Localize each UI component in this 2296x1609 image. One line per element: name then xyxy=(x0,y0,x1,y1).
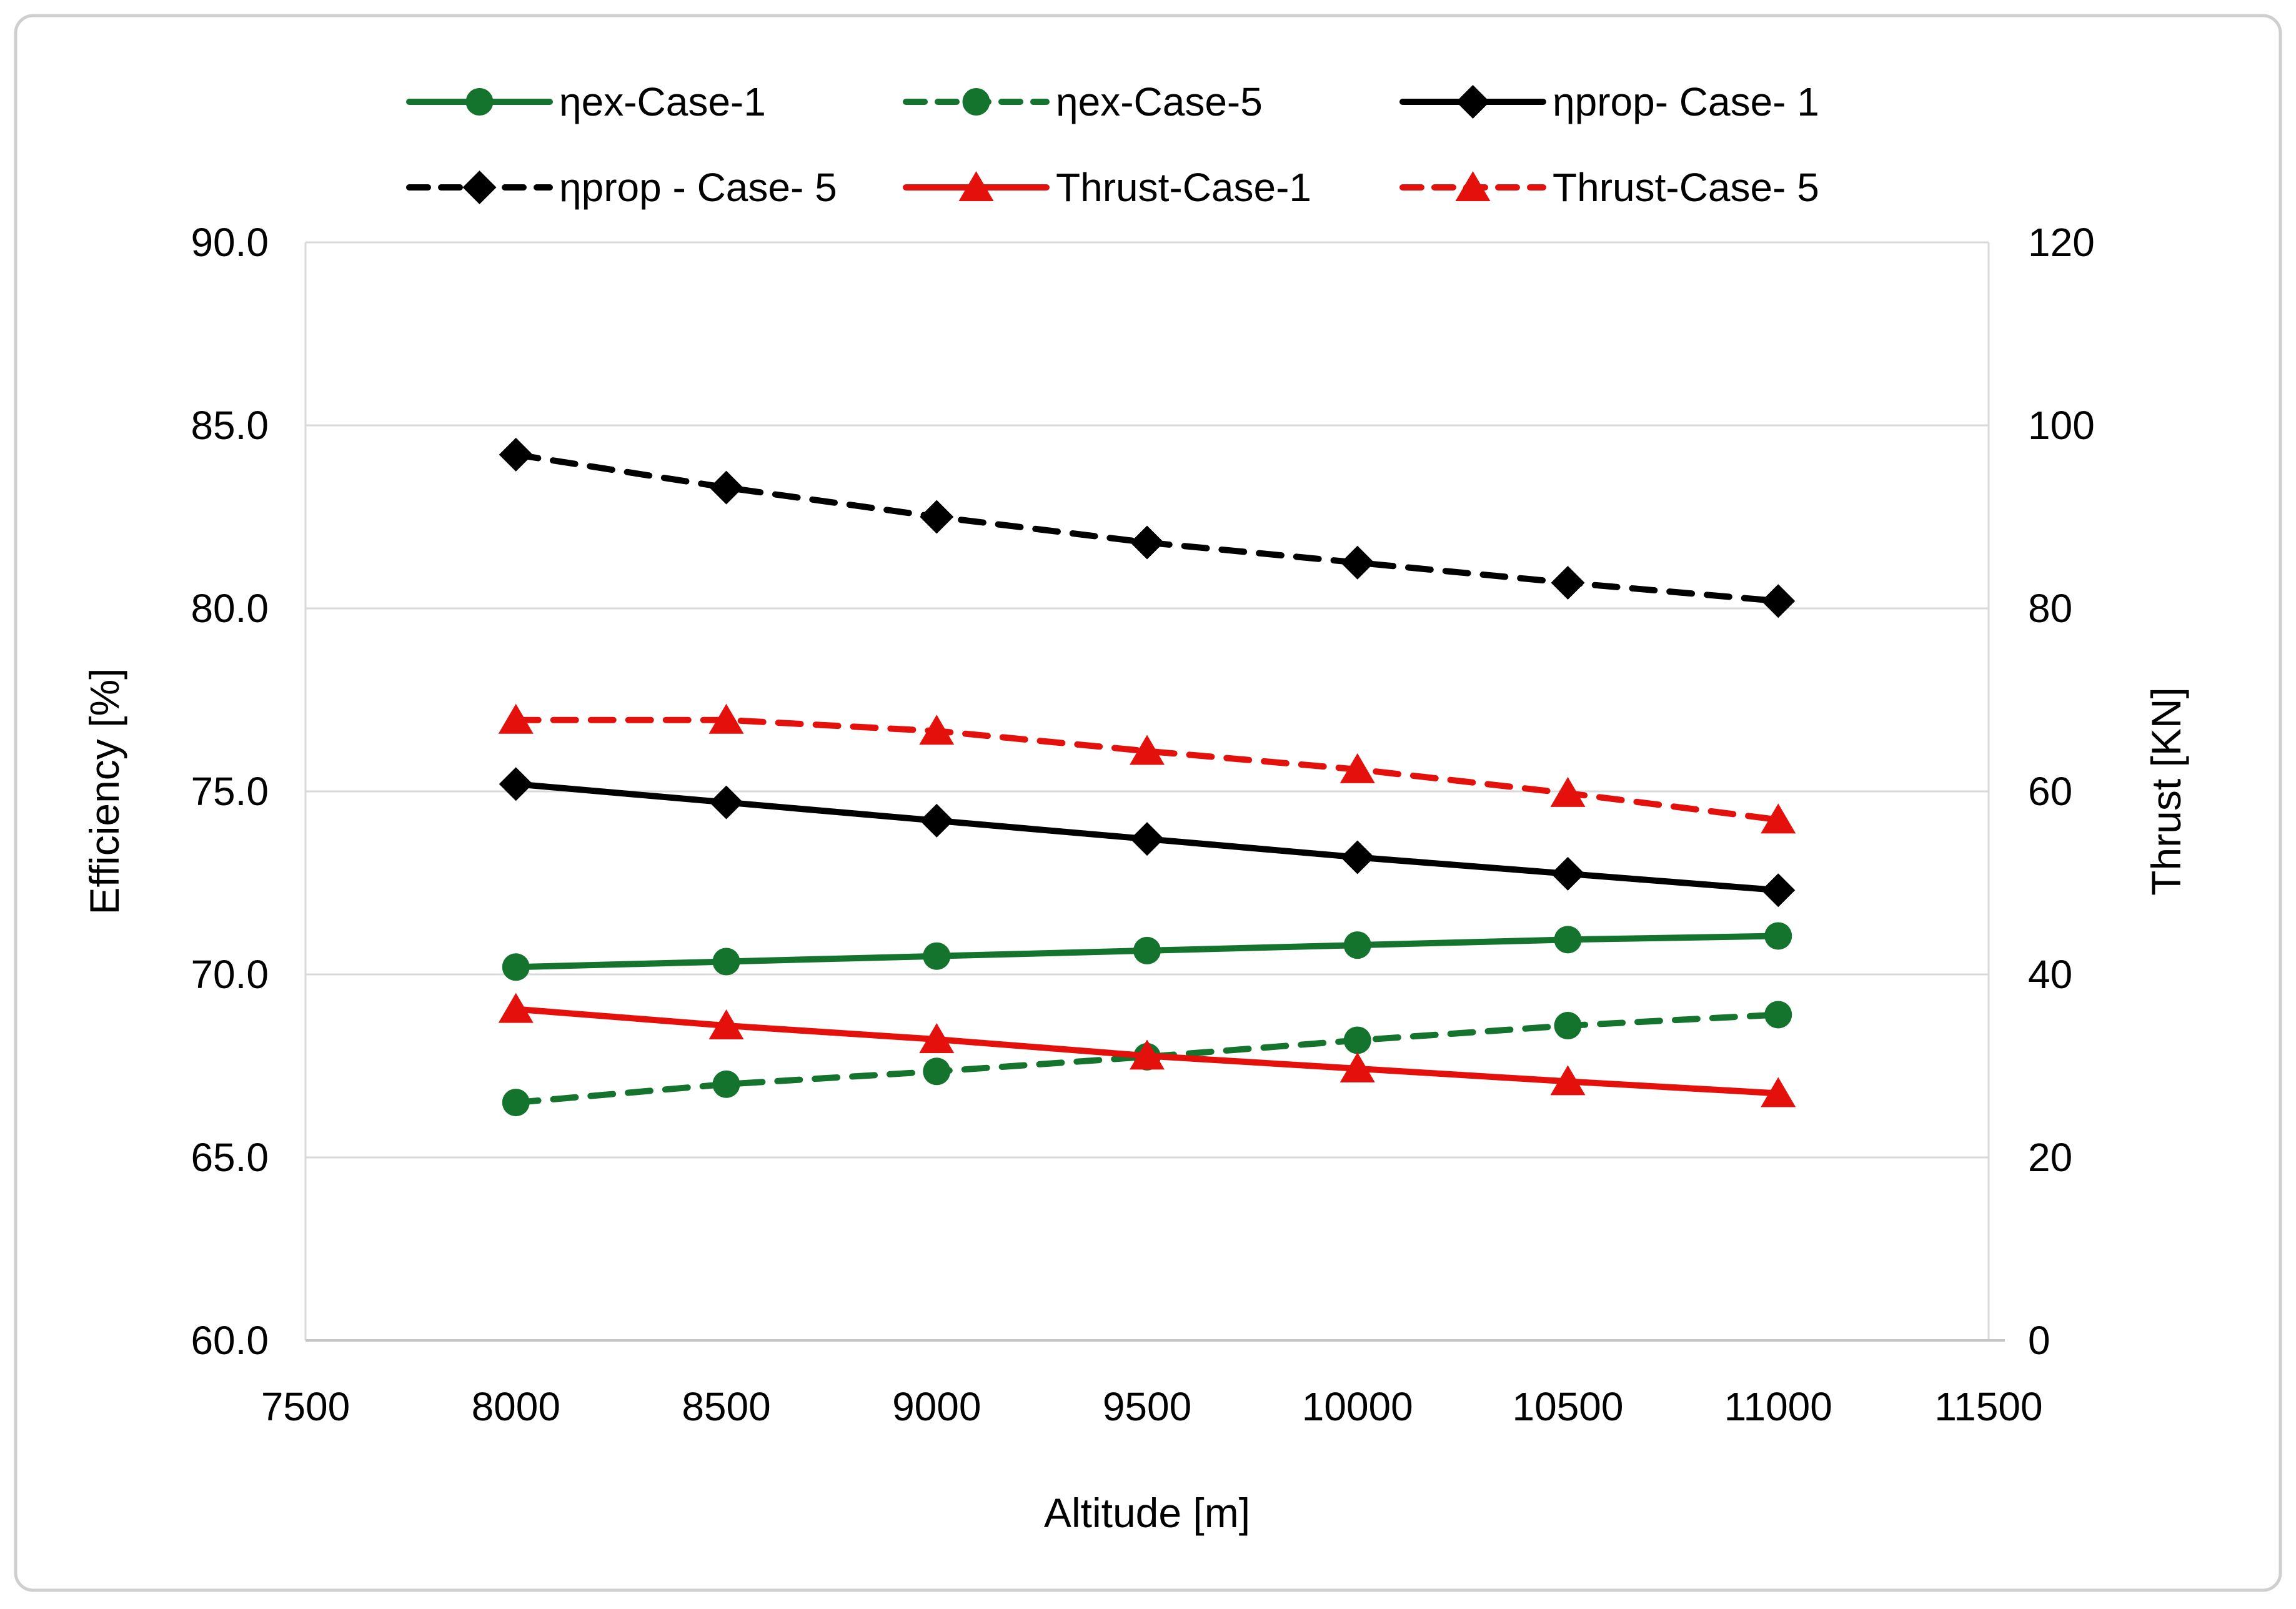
x-axis-title: Altitude [m] xyxy=(1044,1490,1250,1536)
marker-diamond xyxy=(499,437,533,472)
marker-circle xyxy=(502,1089,530,1117)
series-Thrust-Case-1 xyxy=(498,993,1796,1107)
legend-item-2: ηprop- Case- 1 xyxy=(1399,79,1819,124)
x-axis-tick-label: 11000 xyxy=(1724,1384,1832,1429)
marker-triangle xyxy=(1550,776,1586,807)
axis-tick-labels: 90.0 85.0 80.0 75.0 70.0 65.0 60.0 120 100 80 60 40… xyxy=(191,220,2094,1429)
marker-diamond xyxy=(709,785,743,819)
marker-triangle xyxy=(708,1009,744,1040)
legend-item-3: ηprop - Case- 5 xyxy=(406,165,837,210)
marker-diamond xyxy=(1761,873,1796,908)
marker-circle xyxy=(1343,1026,1371,1054)
x-axis-tick-label: 8500 xyxy=(682,1384,770,1429)
x-axis-tick-label: 10500 xyxy=(1513,1384,1624,1429)
legend-item-0: ηex-Case-1 xyxy=(406,79,766,124)
x-axis-tick-label: 8000 xyxy=(472,1384,560,1429)
legend-item-4: Thrust-Case-1 xyxy=(903,165,1311,210)
marker-triangle xyxy=(1130,1039,1165,1070)
series-ηprop - Case- 5 xyxy=(499,437,1796,618)
legend-label: Thrust-Case-1 xyxy=(1056,165,1311,210)
series-Thrust-Case- 5 xyxy=(498,703,1796,834)
y-axis-left-title: Efficiency [%] xyxy=(81,668,127,915)
y-axis-right-tick-label: 20 xyxy=(2028,1135,2072,1180)
legend-item-5: Thrust-Case- 5 xyxy=(1399,165,1819,210)
marker-triangle xyxy=(1761,1077,1796,1107)
x-axis-tick-label: 9000 xyxy=(892,1384,981,1429)
marker-triangle xyxy=(1761,803,1796,834)
y-axis-left-tick-label: 85.0 xyxy=(191,403,269,448)
marker-triangle xyxy=(1339,1052,1375,1082)
marker-circle xyxy=(1133,936,1161,964)
marker-triangle xyxy=(498,993,534,1023)
legend-item-1: ηex-Case-5 xyxy=(903,79,1263,124)
series-ηex-Case-1 xyxy=(502,922,1792,981)
y-axis-right-tick-label: 0 xyxy=(2028,1318,2050,1363)
marker-circle xyxy=(923,1057,951,1086)
marker-diamond xyxy=(709,470,743,505)
marker-diamond xyxy=(1551,856,1585,891)
marker-circle xyxy=(962,88,990,116)
marker-triangle xyxy=(1455,171,1491,201)
x-axis-tick-label: 7500 xyxy=(261,1384,350,1429)
y-axis-left-tick-label: 60.0 xyxy=(191,1318,269,1363)
series-ηex-Case-5 xyxy=(502,1001,1792,1117)
y-axis-left-tick-label: 75.0 xyxy=(191,769,269,814)
marker-circle xyxy=(1764,1001,1792,1029)
y-axis-right-tick-label: 60 xyxy=(2028,769,2072,814)
marker-triangle xyxy=(1339,753,1375,783)
legend-label: ηprop - Case- 5 xyxy=(559,165,837,210)
y-axis-right-tick-label: 80 xyxy=(2028,586,2072,631)
marker-diamond xyxy=(920,803,954,838)
marker-triangle xyxy=(919,1023,955,1054)
marker-triangle xyxy=(1550,1065,1586,1096)
legend-label: ηex-Case-1 xyxy=(559,79,766,124)
y-axis-right-tick-label: 120 xyxy=(2028,220,2095,265)
marker-diamond xyxy=(1761,584,1796,618)
x-axis-tick-label: 9500 xyxy=(1103,1384,1191,1429)
marker-diamond xyxy=(1456,85,1490,119)
marker-circle xyxy=(923,942,951,970)
marker-triangle xyxy=(919,715,955,745)
x-axis-tick-label: 11500 xyxy=(1934,1384,2042,1429)
series-ηprop- Case- 1 xyxy=(499,767,1796,908)
marker-circle xyxy=(465,88,494,116)
marker-circle xyxy=(1554,1012,1582,1040)
marker-circle xyxy=(502,953,530,981)
marker-diamond xyxy=(920,500,954,534)
marker-circle xyxy=(1764,922,1792,950)
marker-diamond xyxy=(462,171,497,204)
y-axis-left-tick-label: 70.0 xyxy=(191,952,269,997)
y-axis-right-tick-label: 100 xyxy=(2028,403,2095,448)
marker-circle xyxy=(712,1070,740,1098)
marker-triangle xyxy=(1130,735,1165,765)
chart-frame xyxy=(14,14,2282,1592)
marker-circle xyxy=(712,948,740,976)
marker-triangle xyxy=(498,703,534,734)
marker-diamond xyxy=(1130,822,1164,856)
y-axis-right-tick-label: 40 xyxy=(2028,952,2072,997)
marker-diamond xyxy=(1340,840,1374,874)
legend: ηex-Case-1 ηex-Case-5 ηprop- Case- 1 ηprop … xyxy=(406,79,1819,210)
legend-label: ηex-Case-5 xyxy=(1056,79,1263,124)
y-axis-right-title: Thrust [KN] xyxy=(2143,687,2189,896)
marker-triangle xyxy=(708,703,744,734)
marker-circle xyxy=(1343,931,1371,959)
marker-diamond xyxy=(1340,545,1374,580)
marker-triangle xyxy=(958,171,994,201)
y-axis-left-tick-label: 90.0 xyxy=(191,220,269,265)
legend-label: Thrust-Case- 5 xyxy=(1553,165,1819,210)
y-axis-left-tick-label: 80.0 xyxy=(191,586,269,631)
marker-diamond xyxy=(1130,525,1164,560)
x-axis-tick-label: 10000 xyxy=(1302,1384,1413,1429)
marker-circle xyxy=(1554,926,1582,954)
marker-diamond xyxy=(1551,565,1585,600)
legend-label: ηprop- Case- 1 xyxy=(1553,79,1819,124)
marker-diamond xyxy=(499,767,533,801)
y-axis-left-tick-label: 65.0 xyxy=(191,1135,269,1180)
